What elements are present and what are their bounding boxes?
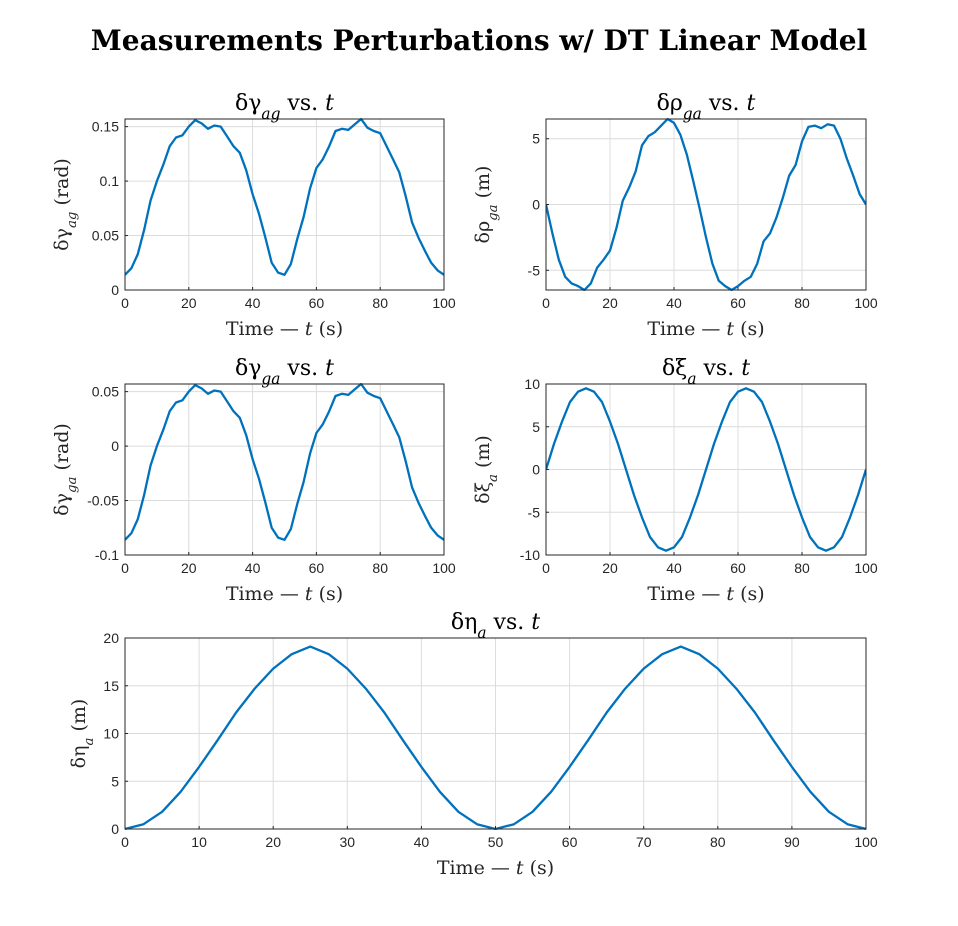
- x-tick-label: 100: [854, 295, 878, 311]
- subplot-title: δρga vs. t: [657, 91, 756, 123]
- y-tick-label: 10: [103, 726, 119, 742]
- x-tick-label: 60: [730, 560, 746, 576]
- x-tick-label: 40: [666, 295, 682, 311]
- series-line: [125, 118, 444, 276]
- x-tick-label: 80: [372, 295, 388, 311]
- y-tick-label: -0.05: [87, 493, 119, 509]
- x-tick-label: 70: [636, 834, 652, 850]
- x-axis-label: Time — t (s): [647, 318, 764, 340]
- y-axis-label: δηa (m): [68, 699, 97, 769]
- x-tick-label: 100: [432, 295, 456, 311]
- x-tick-label: 50: [488, 834, 504, 850]
- y-tick-label: 0: [111, 282, 119, 298]
- x-tick-label: 20: [602, 560, 618, 576]
- y-tick-label: 0.1: [100, 173, 120, 189]
- y-axis-label: δξa (m): [472, 435, 501, 504]
- y-tick-label: -5: [528, 262, 541, 278]
- x-axis-label: Time — t (s): [437, 857, 554, 879]
- y-tick-label: 10: [524, 376, 540, 392]
- x-tick-label: 0: [121, 834, 129, 850]
- axes-frame: [124, 118, 445, 291]
- x-tick-label: 40: [414, 834, 430, 850]
- x-tick-label: 90: [784, 834, 800, 850]
- x-axis-label: Time — t (s): [226, 583, 343, 605]
- subplot-5: 0 10 20 30 40 50 60 70 80 90 100 0 5 10 15 20 δηa vs. t T…: [68, 610, 878, 879]
- x-tick-label: 40: [666, 560, 682, 576]
- subplot-title: δγga vs. t: [235, 356, 334, 388]
- x-tick-label: 80: [794, 560, 810, 576]
- subplot-title: δξa vs. t: [662, 356, 750, 388]
- y-tick-label: 5: [111, 773, 119, 789]
- subplot-4: 0 20 40 60 80 100 -10 -5 0 5 10 δξa vs. t Time — t (…: [472, 356, 878, 605]
- x-tick-label: 40: [245, 295, 261, 311]
- y-tick-label: 0: [532, 197, 540, 213]
- x-tick-label: 30: [340, 834, 356, 850]
- x-tick-label: 10: [191, 834, 207, 850]
- x-tick-label: 60: [309, 560, 325, 576]
- y-tick-label: 0: [532, 462, 540, 478]
- x-tick-label: 80: [372, 560, 388, 576]
- x-tick-label: 0: [542, 295, 550, 311]
- x-tick-label: 0: [121, 295, 129, 311]
- y-tick-label: 5: [532, 419, 540, 435]
- x-tick-label: 0: [121, 560, 129, 576]
- subplot-3: 0 20 40 60 80 100 -0.1 -0.05 0 0.05 δγga vs. t Time…: [51, 356, 456, 605]
- y-tick-label: -0.1: [95, 547, 119, 563]
- x-tick-label: 60: [309, 295, 325, 311]
- x-axis-label: Time — t (s): [647, 583, 764, 605]
- x-tick-label: 60: [730, 295, 746, 311]
- series-line: [125, 383, 444, 541]
- y-tick-label: 15: [103, 678, 119, 694]
- x-tick-label: 60: [562, 834, 578, 850]
- y-axis-label: δγga (rad): [51, 423, 80, 516]
- y-tick-label: 5: [532, 131, 540, 147]
- y-tick-label: 20: [103, 630, 119, 646]
- x-tick-label: 40: [245, 560, 261, 576]
- y-tick-label: -10: [520, 547, 540, 563]
- x-tick-label: 0: [542, 560, 550, 576]
- y-axis-label: δγag (rad): [51, 158, 80, 251]
- subplot-1: 0 20 40 60 80 100 0 0.05 0.1 0.15 δγag vs. t Time —…: [51, 91, 456, 340]
- series-line: [546, 118, 866, 291]
- figure-title: Measurements Perturbations w/ DT Linear …: [91, 24, 867, 57]
- x-tick-label: 80: [794, 295, 810, 311]
- x-axis-label: Time — t (s): [226, 318, 343, 340]
- x-tick-label: 20: [181, 560, 197, 576]
- y-tick-label: 0.05: [92, 384, 119, 400]
- subplot-title: δηa vs. t: [451, 610, 540, 642]
- x-tick-label: 100: [854, 834, 878, 850]
- subplot-2: 0 20 40 60 80 100 -5 0 5 δρga vs. t Time — t (s) δρ…: [472, 91, 878, 340]
- x-tick-label: 100: [432, 560, 456, 576]
- x-tick-label: 20: [602, 295, 618, 311]
- y-axis-label: δρga (m): [472, 166, 501, 244]
- y-tick-label: 0.05: [92, 228, 119, 244]
- subplot-title: δγag vs. t: [235, 91, 334, 123]
- y-tick-label: 0: [111, 438, 119, 454]
- y-tick-label: 0: [111, 821, 119, 837]
- y-tick-label: 0.15: [92, 119, 119, 135]
- x-tick-label: 20: [265, 834, 281, 850]
- y-tick-label: -5: [528, 504, 541, 520]
- series-line: [546, 387, 866, 552]
- axes-frame: [124, 383, 445, 556]
- x-tick-label: 20: [181, 295, 197, 311]
- x-tick-label: 80: [710, 834, 726, 850]
- x-tick-label: 100: [854, 560, 878, 576]
